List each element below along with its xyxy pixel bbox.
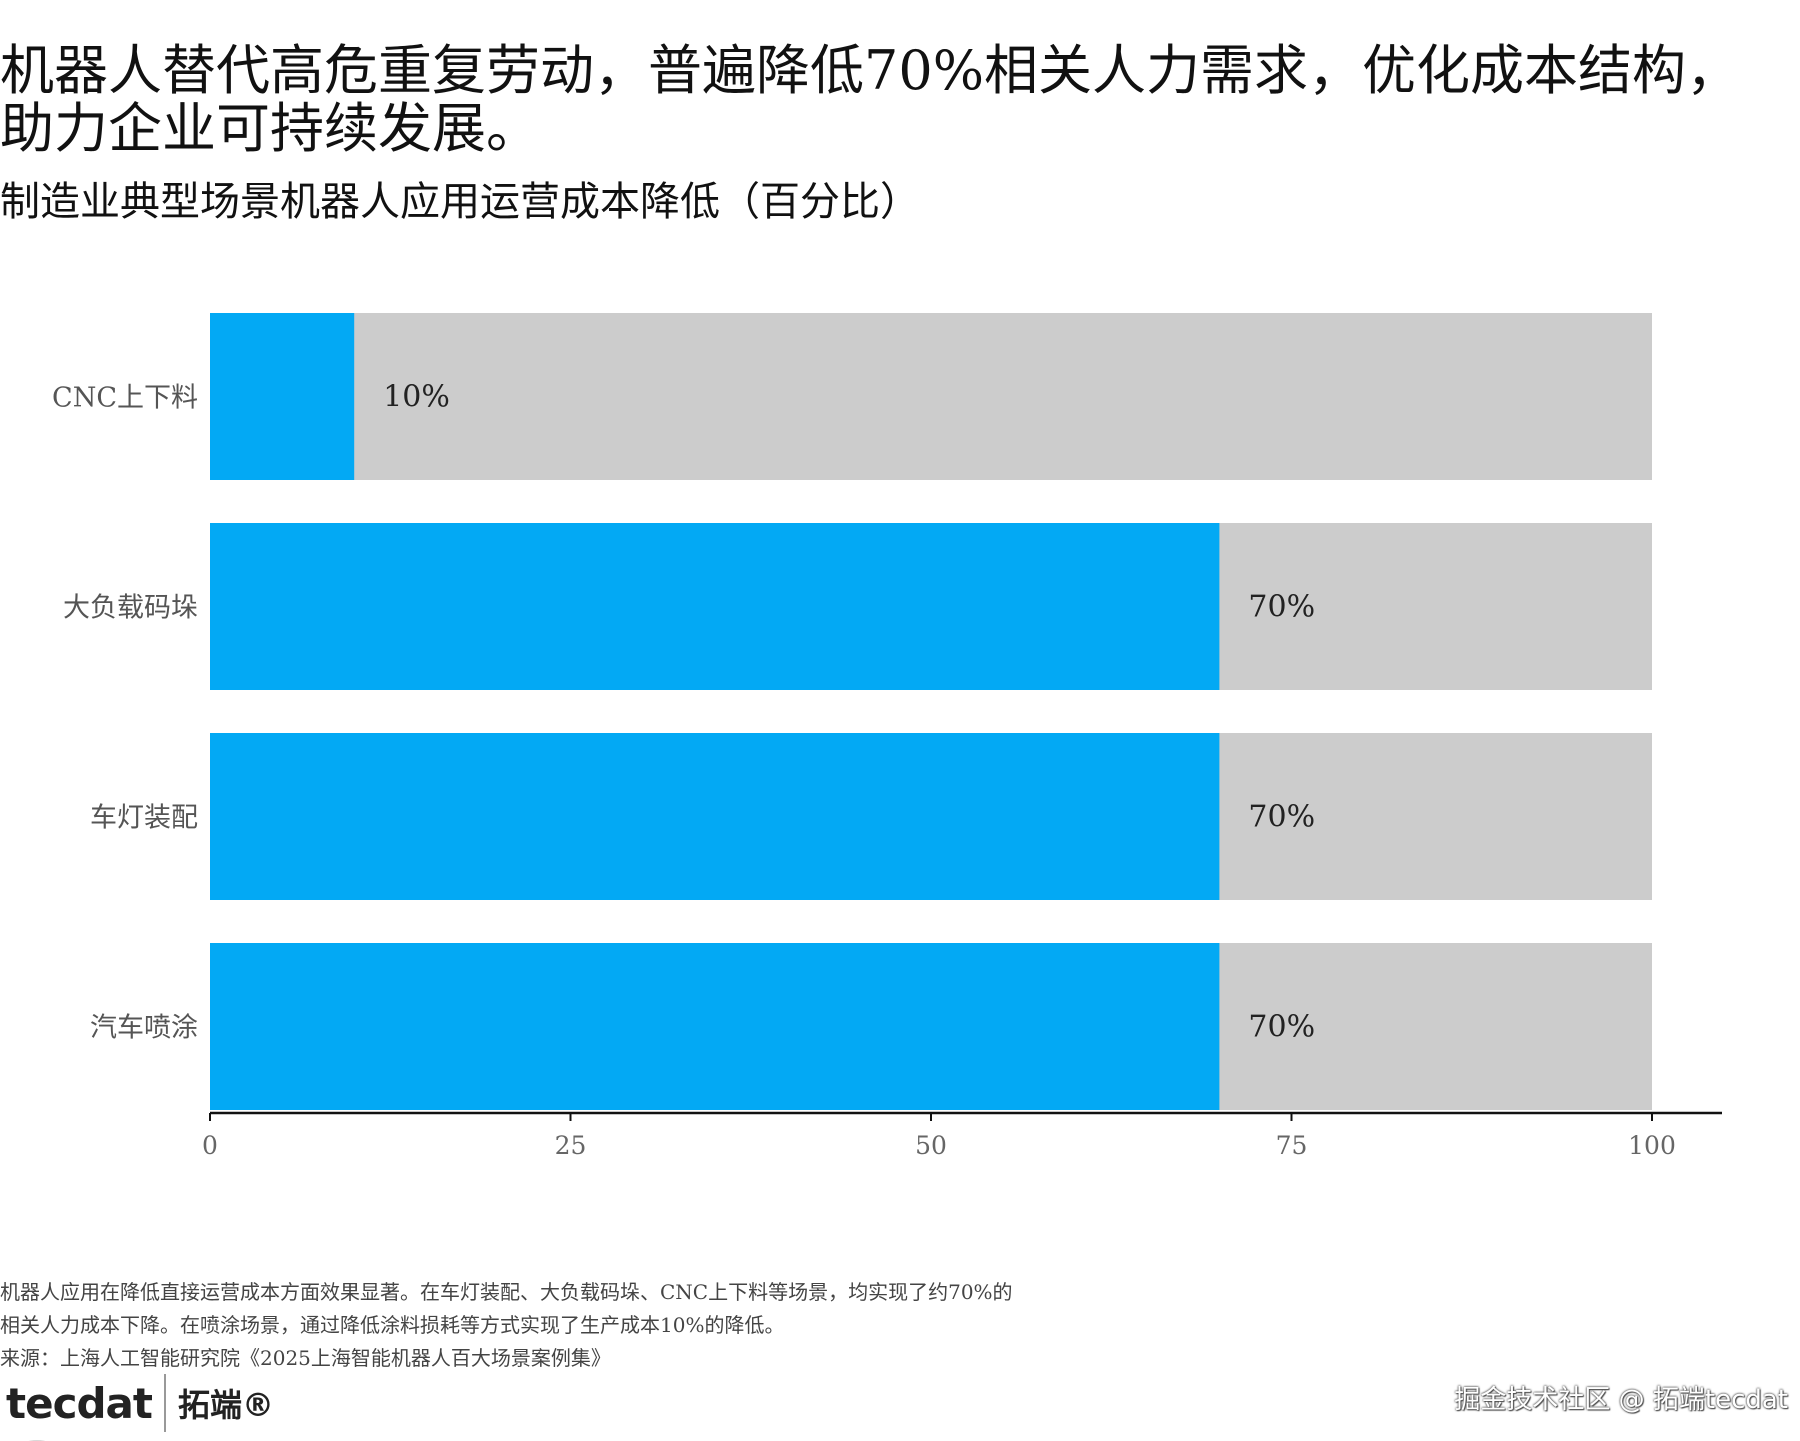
x-tick-label: 75	[1276, 1131, 1308, 1160]
source-line: 来源：上海人工智能研究院《2025上海智能机器人百大场景案例集》	[0, 1346, 611, 1370]
logo-mark-text: tecdat	[6, 1378, 153, 1428]
watermark: 掘金技术社区 @ 拓端tecdat	[1454, 1385, 1788, 1415]
tecdat-logo: tecdat 拓端®	[2, 1370, 274, 1441]
note-line-1: 机器人应用在降低直接运营成本方面效果显著。在车灯装配、大负载码垛、CNC上下料等…	[0, 1280, 1013, 1304]
bar	[210, 523, 1220, 690]
logo-text: 拓端®	[177, 1386, 274, 1424]
data-label: 70%	[1248, 590, 1315, 625]
x-tick-label: 100	[1628, 1131, 1676, 1160]
bar	[210, 943, 1220, 1110]
x-tick-label: 25	[555, 1131, 587, 1160]
bar	[210, 313, 355, 480]
category-label: CNC上下料	[52, 383, 198, 414]
logo-mark: tecdat	[2, 1370, 153, 1441]
logo-divider	[163, 1374, 166, 1432]
note-line-2: 相关人力成本下降。在喷涂场景，通过降低涂料损耗等方式实现了生产成本10%的降低。	[0, 1313, 785, 1337]
chart-notes: 机器人应用在降低直接运营成本方面效果显著。在车灯装配、大负载码垛、CNC上下料等…	[0, 1276, 1160, 1375]
bar-chart: CNC上下料 10% 大负载码垛 70% 车灯装配 70% 汽车喷涂 70% 0 25 50 75 10…	[52, 313, 1722, 1160]
x-tick-label: 50	[915, 1131, 947, 1160]
data-label: 10%	[383, 380, 450, 415]
category-label: 大负载码垛	[63, 593, 198, 624]
bar	[210, 733, 1220, 900]
chart-subtitle: 制造业典型场景机器人应用运营成本降低（百分比）	[0, 179, 920, 225]
data-label: 70%	[1248, 800, 1315, 835]
bar-track	[210, 313, 1652, 480]
chart-title: 机器人替代高危重复劳动，普遍降低70%相关人力需求，优化成本结构，助力企业可持续…	[0, 39, 1741, 160]
data-label: 70%	[1248, 1010, 1315, 1045]
x-tick-label: 0	[202, 1131, 218, 1160]
category-label: 汽车喷涂	[90, 1013, 198, 1044]
category-label: 车灯装配	[90, 803, 198, 834]
